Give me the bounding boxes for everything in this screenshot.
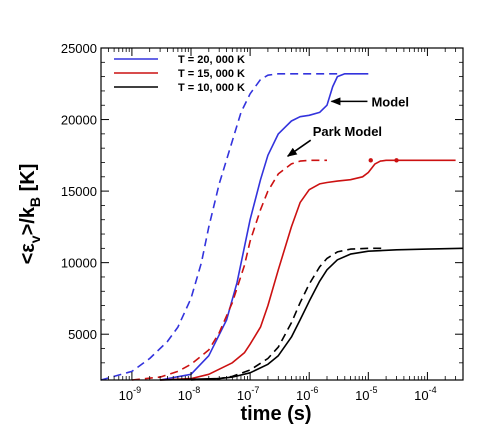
plot-layer: [100, 73, 464, 381]
y-tick-label: 15000: [61, 184, 97, 199]
annotations: Model Park Model: [286, 94, 409, 157]
annotation-arrow: [286, 139, 312, 157]
series-line-3: [131, 159, 327, 381]
annotation-label: Park Model: [313, 124, 382, 139]
series-line-1: [100, 73, 338, 381]
series-line-5: [190, 247, 387, 381]
series-marker: [394, 158, 399, 163]
x-tick-label: 10-9: [119, 385, 141, 403]
x-tick-label: 10-8: [178, 385, 200, 403]
y-tick-label: 25000: [61, 41, 97, 56]
x-tick-label: 10-4: [414, 385, 436, 403]
annotation-label: Model: [371, 94, 409, 109]
y-tick-label: 20000: [61, 113, 97, 128]
x-tick-label: 10-5: [355, 385, 377, 403]
y-axis-title: <εv>/kB [K]: [17, 164, 43, 265]
axis-layer: 5000 10000 15000 20000 25000 10-9 10-8 10-7 10-6…: [61, 41, 463, 403]
legend-label: T = 15, 000 K: [178, 68, 245, 80]
y-tick-label: 10000: [61, 256, 97, 271]
plot-frame: [100, 47, 464, 381]
series-line-0: [159, 73, 369, 381]
legend: T = 20, 000 K T = 15, 000 K T = 10, 000 K: [114, 54, 245, 94]
y-tick-label: 5000: [68, 327, 97, 342]
x-tick-label: 10-6: [296, 385, 318, 403]
series-line-2: [160, 159, 456, 381]
x-axis-title: time (s): [240, 403, 311, 425]
x-tick-label: 10-7: [237, 385, 259, 403]
series-marker: [368, 158, 373, 163]
legend-label: T = 10, 000 K: [178, 82, 245, 94]
legend-label: T = 20, 000 K: [178, 54, 245, 66]
